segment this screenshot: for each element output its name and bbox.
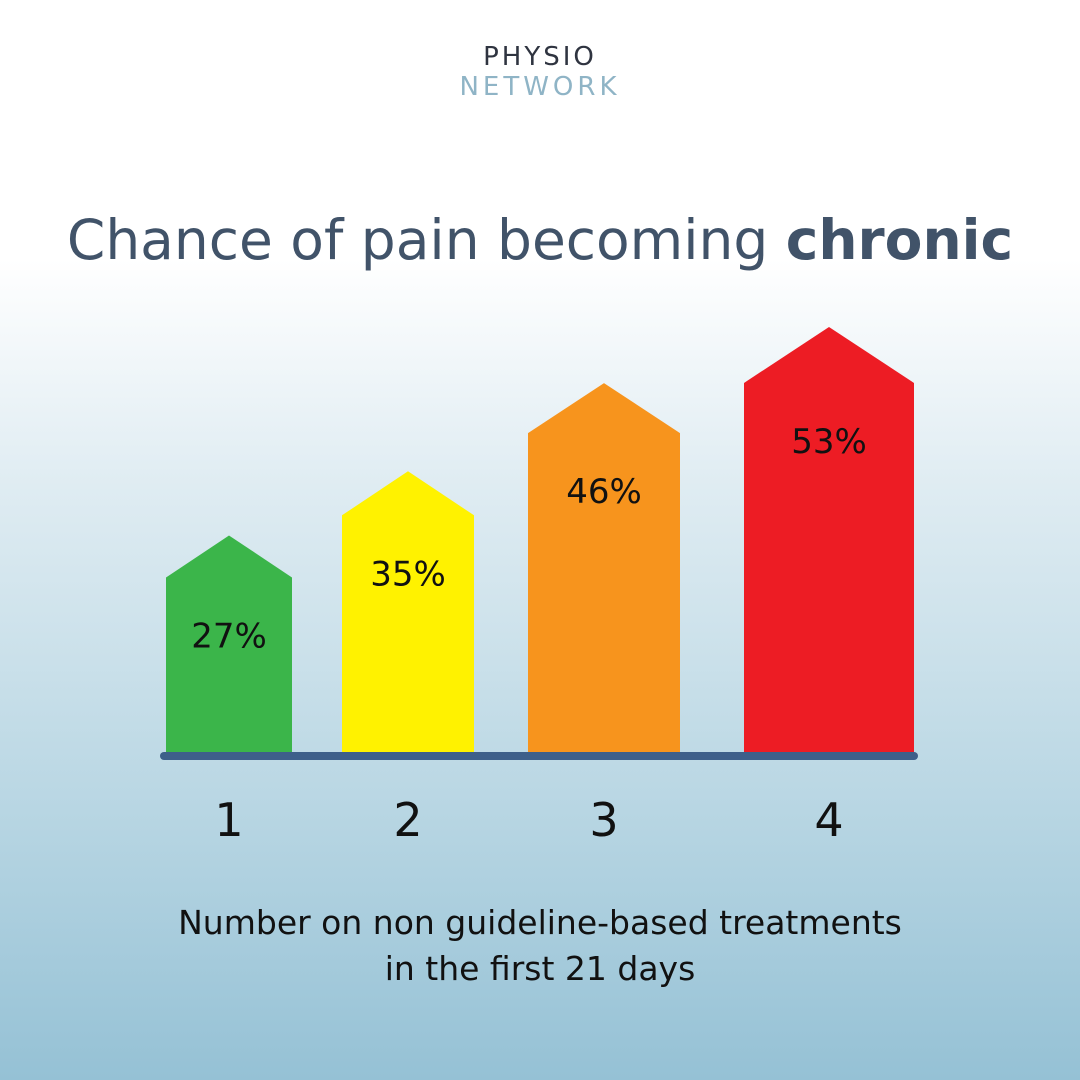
data-label-3: 46% <box>566 472 642 512</box>
bar-1 <box>166 535 292 752</box>
x-axis-label-line1: Number on non guideline-based treatments <box>178 903 902 942</box>
chart-title-regular: Chance of pain becoming <box>66 208 786 272</box>
chart-title-bold: chronic <box>785 208 1014 272</box>
x-tick-label-3: 3 <box>589 793 618 847</box>
logo-line-network: NETWORK <box>459 72 621 102</box>
bar-2 <box>342 471 474 752</box>
x-tick-label-1: 1 <box>214 793 243 847</box>
data-label-1: 27% <box>191 616 267 656</box>
x-tick-label-4: 4 <box>814 793 843 847</box>
x-tick-label-2: 2 <box>393 793 422 847</box>
logo: PHYSIO NETWORK <box>0 44 1080 100</box>
bar-3 <box>528 383 680 752</box>
data-label-2: 35% <box>370 554 446 594</box>
data-label-4: 53% <box>791 422 867 462</box>
bar-4 <box>744 326 914 752</box>
x-axis-label: Number on non guideline-based treatments… <box>0 900 1080 992</box>
chart-title: Chance of pain becoming chronic <box>0 208 1080 272</box>
logo-line-physio: PHYSIO <box>483 42 597 72</box>
x-axis-label-line2: in the first 21 days <box>384 949 696 989</box>
